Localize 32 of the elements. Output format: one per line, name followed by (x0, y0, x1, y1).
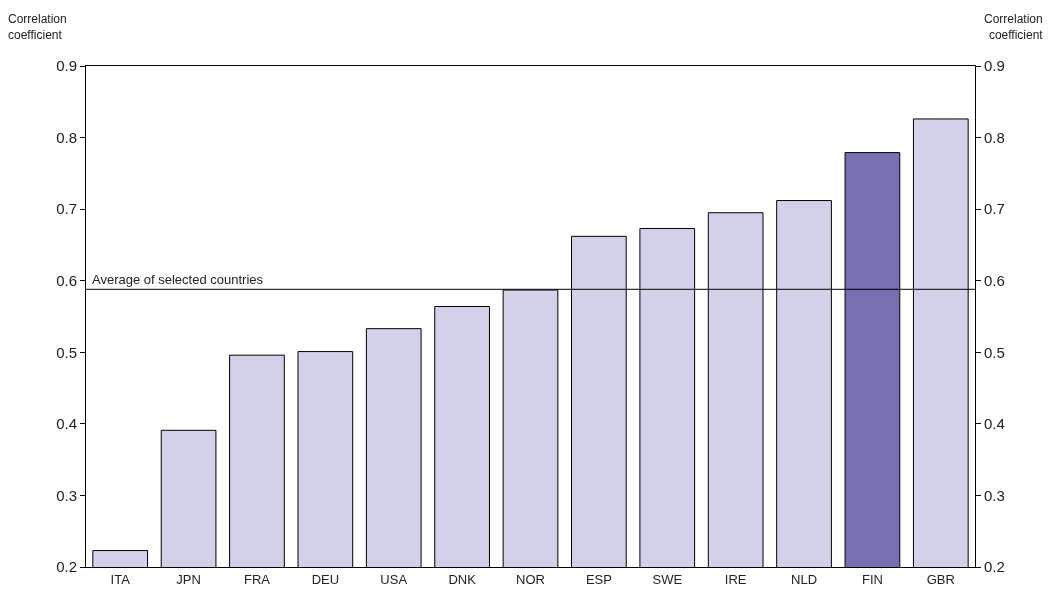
y-tick-label: 0.6 (56, 271, 77, 289)
y2-tick-label: 0.9 (984, 57, 1005, 75)
ref-line-label: Average of selected countries (92, 272, 264, 287)
x-tick-label: ESP (585, 571, 612, 587)
x-tick-label: ITA (110, 571, 131, 587)
y2-tick-label: 0.8 (984, 128, 1005, 146)
x-tick-label: DEU (311, 571, 340, 587)
x-tick-label: USA (380, 571, 408, 587)
y-tick-label: 0.3 (56, 486, 77, 504)
y-tick-label: 0.8 (56, 128, 77, 146)
x-tick-label: JPN (176, 571, 201, 587)
y2-tick-label: 0.4 (984, 415, 1005, 433)
x-tick-label: NLD (791, 571, 818, 587)
y2-tick-label: 0.7 (984, 200, 1005, 218)
x-tick-label: SWE (652, 571, 683, 587)
y-tick-label: 0.7 (56, 200, 77, 218)
x-tick-label: FRA (243, 571, 271, 587)
y2-tick-label: 0.3 (984, 486, 1005, 504)
y-tick-label: 0.4 (56, 415, 77, 433)
x-tick-label: FIN (861, 571, 883, 587)
y2-axis-title: Correlation coefficient (984, 12, 1044, 42)
x-tick-label: IRE (724, 571, 747, 587)
y2-tick-label: 0.5 (984, 343, 1005, 361)
x-tick-label: NOR (516, 571, 545, 587)
y2-tick-label: 0.6 (984, 271, 1005, 289)
x-tick-label: GBR (926, 571, 955, 587)
y-axis-title: Correlation coefficient (8, 12, 67, 42)
x-tick-label: DNK (448, 571, 477, 587)
y2-tick-label: 0.2 (984, 558, 1005, 576)
y-tick-label: 0.5 (56, 343, 77, 361)
y-tick-label: 0.2 (56, 558, 77, 576)
y-tick-label: 0.9 (56, 57, 77, 75)
